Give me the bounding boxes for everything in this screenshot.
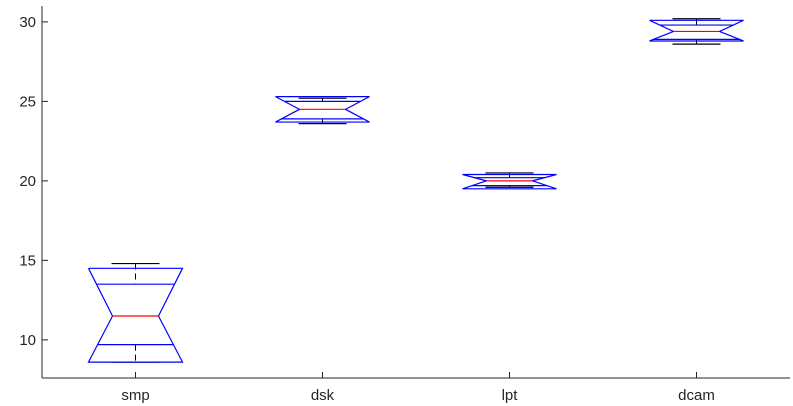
y-tick-label: 10 [19,332,36,349]
box-lpt [462,172,557,190]
y-tick-label: 25 [19,93,36,110]
box-dsk [275,96,370,125]
box-dcam [649,18,744,45]
x-tick-labels: smp dsk lpt dcam [121,372,715,404]
boxes [87,18,744,363]
x-tick-label: smp [121,387,149,404]
y-tick-label: 30 [19,14,36,31]
x-tick-label: dsk [311,387,335,404]
x-tick-label: lpt [502,387,519,404]
box-smp [87,262,184,363]
axes [41,6,790,379]
y-tick-label: 20 [19,173,36,190]
y-ticks: 10 15 20 25 30 [19,14,48,349]
x-tick-label: dcam [678,387,715,404]
y-tick-label: 15 [19,252,36,269]
